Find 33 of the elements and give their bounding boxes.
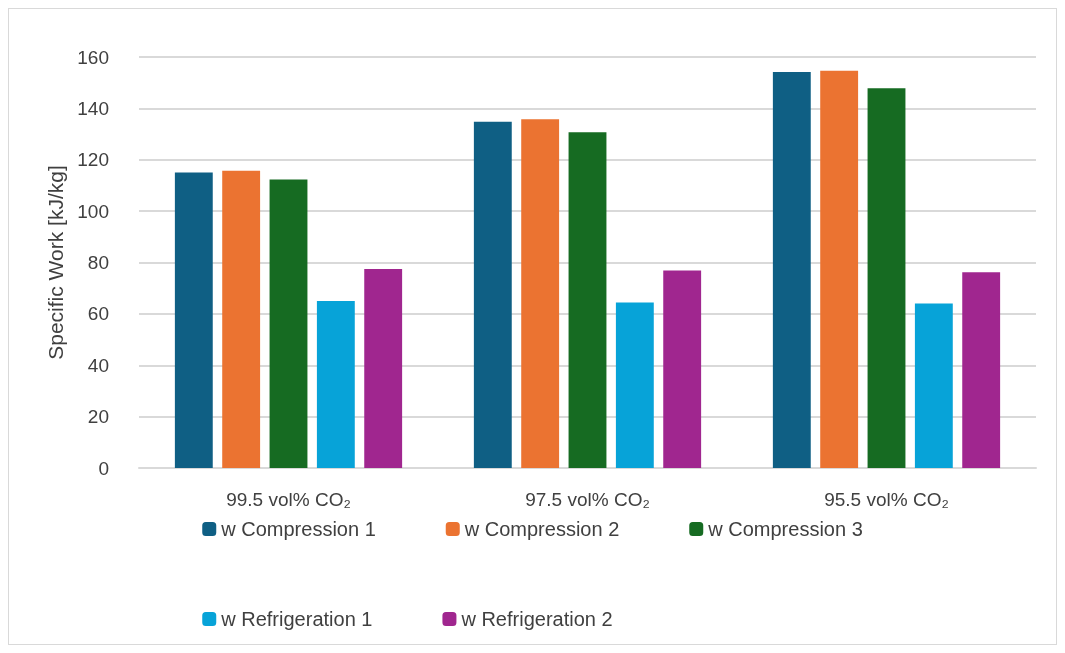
- y-tick-label: 60: [87, 303, 109, 325]
- y-tick-label: 40: [87, 354, 109, 376]
- bar: [772, 71, 811, 468]
- bar: [521, 119, 560, 468]
- legend-label: w Compression 1: [220, 518, 376, 540]
- bar: [364, 268, 403, 468]
- legend-label: w Refrigeration 2: [460, 608, 613, 630]
- bar: [316, 301, 355, 468]
- legend-label: w Compression 3: [707, 518, 863, 540]
- bar: [568, 132, 607, 468]
- bar: [663, 270, 702, 468]
- y-tick-label: 20: [87, 406, 109, 428]
- bar: [962, 272, 1001, 468]
- y-tick-label: 140: [77, 97, 109, 119]
- y-axis-title: Specific Work [kJ/kg]: [44, 165, 68, 360]
- y-tick-label: 120: [77, 149, 109, 171]
- legend-label: w Compression 2: [463, 518, 620, 540]
- bar: [473, 121, 512, 468]
- bar: [867, 88, 906, 468]
- y-tick-label: 100: [77, 200, 109, 222]
- bar: [914, 303, 953, 468]
- bar: [615, 302, 654, 468]
- x-tick-label: 97.5 vol% CO₂: [525, 489, 650, 510]
- y-tick-label: 80: [87, 252, 109, 273]
- x-tick-label: 99.5 vol% CO₂: [226, 489, 351, 510]
- bar: [269, 179, 308, 468]
- y-tick-label: 160: [77, 46, 109, 68]
- bar: [820, 70, 859, 468]
- bar: [222, 170, 261, 468]
- y-tick-label: 0: [98, 457, 109, 479]
- legend-label: w Refrigeration 1: [220, 608, 373, 630]
- x-tick-label: 95.5 vol% CO₂: [824, 489, 949, 510]
- bar: [174, 172, 213, 468]
